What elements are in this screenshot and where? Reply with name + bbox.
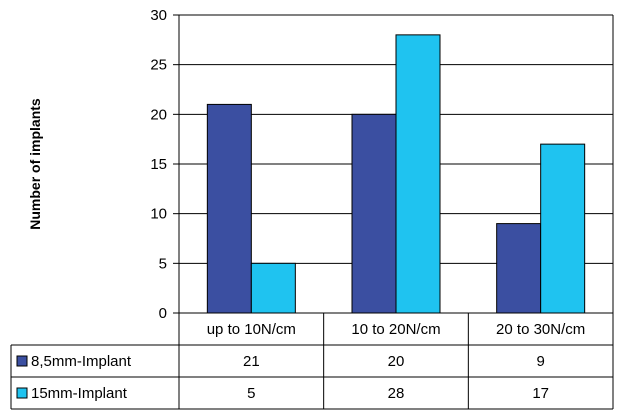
table-value-2-1: 5: [247, 385, 255, 402]
data-table: up to 10N/cm 10 to 20N/cm 20 to 30N/cm 8,5m…: [10, 312, 614, 410]
y-tick-label-4: 20: [150, 106, 167, 123]
bar-15mm-implant-1: [250, 262, 296, 314]
bar-15mm-implant-3: [540, 143, 586, 314]
legend-swatch-2: [16, 387, 28, 399]
bar-8-5mm-implant-3: [496, 223, 542, 314]
y-tick-label-5: 25: [150, 57, 167, 74]
bar-15mm-implant-2: [395, 34, 441, 314]
bar-8-5mm-implant-1: [206, 103, 252, 314]
axes: [173, 14, 614, 314]
bars: [206, 34, 586, 314]
legend-label-1: 8,5mm-Implant: [31, 353, 132, 370]
table-value-2-3: 17: [532, 385, 549, 402]
x-tick-label-1: up to 10N/cm: [207, 321, 296, 338]
table-value-1-1: 21: [243, 353, 260, 370]
y-tick-label-3: 15: [150, 156, 167, 173]
legend-label-2: 15mm-Implant: [31, 385, 128, 402]
y-tick-label-6: 30: [150, 7, 167, 24]
table-value-1-3: 9: [536, 353, 544, 370]
table-value-1-2: 20: [388, 353, 405, 370]
table-value-2-2: 28: [388, 385, 405, 402]
x-tick-label-2: 10 to 20N/cm: [351, 321, 440, 338]
x-tick-label-3: 20 to 30N/cm: [496, 321, 585, 338]
y-tick-label-2: 10: [150, 206, 167, 223]
y-axis-label: Number of implants: [27, 98, 43, 230]
legend-swatch-1: [16, 355, 28, 367]
y-tick-labels: 0 5 10 15 20 25 30: [150, 7, 167, 322]
y-tick-label-1: 5: [159, 255, 167, 272]
bar-8-5mm-implant-2: [351, 113, 397, 314]
y-tick-label-0: 0: [159, 305, 167, 322]
